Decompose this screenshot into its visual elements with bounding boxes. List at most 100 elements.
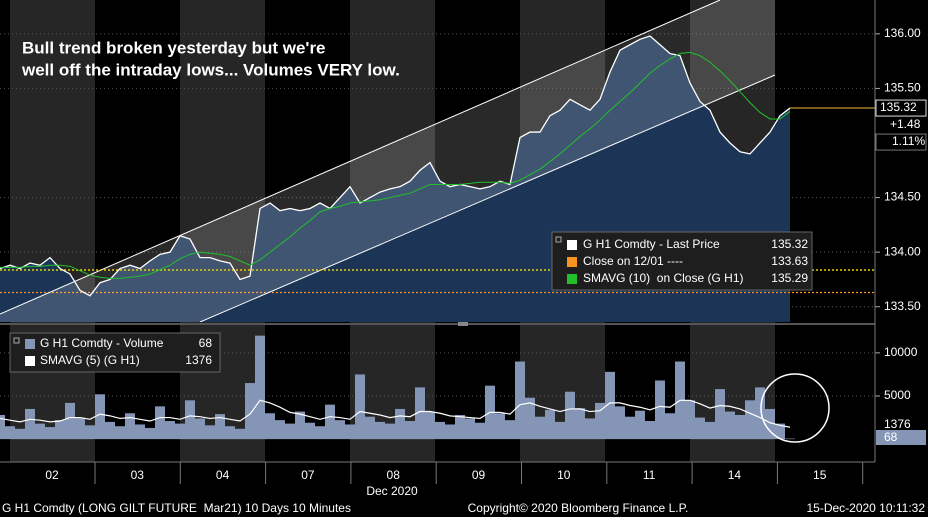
- x-tick-label: 03: [131, 468, 145, 482]
- volume-bar: [0, 414, 5, 440]
- legend-swatch: [567, 240, 577, 250]
- volume-last-label: 68: [884, 430, 898, 444]
- volume-bar: [165, 421, 175, 440]
- volume-bar: [405, 421, 415, 440]
- volume-bar: [475, 422, 485, 440]
- volume-bar: [705, 421, 715, 440]
- volume-last-box: [876, 430, 926, 445]
- volume-bar: [35, 423, 45, 440]
- volume-bar: [665, 413, 675, 440]
- volume-bar: [735, 414, 745, 440]
- sma-line: [0, 51, 791, 279]
- volume-bar: [535, 416, 545, 440]
- x-tick-label: 02: [45, 468, 59, 482]
- day-band: [10, 0, 95, 462]
- volume-bar: [265, 413, 275, 440]
- volume-bar: [65, 402, 75, 440]
- volume-bar: [565, 391, 575, 440]
- volume-bar: [5, 426, 15, 440]
- volume-bar: [25, 408, 35, 440]
- volume-bar: [515, 361, 525, 440]
- volume-bar: [205, 425, 215, 440]
- volume-bar: [335, 420, 345, 440]
- legend-value: 135.29: [771, 271, 808, 285]
- volume-bar: [615, 406, 625, 440]
- volume-bar: [415, 387, 425, 440]
- volume-bar: [195, 418, 205, 440]
- volume-bar: [715, 389, 725, 440]
- volume-bar: [455, 414, 465, 440]
- change-pct-label: 1.11%: [892, 134, 925, 148]
- x-tick-label: 09: [472, 468, 486, 482]
- volume-bar: [45, 427, 55, 440]
- volume-bar: [655, 380, 665, 440]
- y-tick-label: 133.50: [884, 299, 921, 313]
- volume-bar: [125, 413, 135, 440]
- volume-bar: [495, 413, 505, 440]
- volume-bar: [755, 387, 765, 440]
- y-tick-label: 5000: [884, 388, 911, 402]
- volume-bar: [155, 406, 165, 440]
- legend-label: G H1 Comdty - Volume: [40, 336, 164, 350]
- y-tick-label: 136.00: [884, 26, 921, 40]
- legend-swatch: [25, 356, 35, 366]
- channel-lower: [199, 74, 776, 322]
- x-tick-label: 10: [557, 468, 571, 482]
- volume-bar: [645, 421, 655, 440]
- volume-bar: [15, 428, 25, 440]
- volume-bar: [635, 410, 645, 440]
- legend-box: [9, 332, 221, 373]
- volume-bar: [625, 416, 635, 440]
- volume-bar: [785, 438, 795, 440]
- volume-bar: [725, 411, 735, 440]
- volume-bar: [85, 425, 95, 440]
- volume-sma-axis-label: 1376: [884, 417, 911, 431]
- volume-bar: [575, 408, 585, 440]
- volume-bar: [595, 402, 605, 440]
- volume-bar: [545, 409, 555, 440]
- legend-label: G H1 Comdty - Last Price: [583, 237, 720, 251]
- legend-label: SMAVG (10) on Close (G H1): [583, 271, 744, 285]
- footer-right: 15-Dec-2020 10:11:32: [806, 501, 925, 515]
- volume-bar: [75, 417, 85, 440]
- volume-bar: [605, 371, 615, 440]
- volume-bar: [465, 418, 475, 440]
- x-tick-label: 14: [728, 468, 742, 482]
- change-label: +1.48: [890, 117, 921, 131]
- legend-value: 68: [199, 336, 213, 350]
- x-tick-label: 07: [301, 468, 315, 482]
- volume-bar: [395, 408, 405, 440]
- annotation: Bull trend broken yesterday but we're: [22, 38, 326, 57]
- volume-bar: [315, 426, 325, 440]
- volume-bar: [345, 424, 355, 440]
- volume-bar: [685, 400, 695, 440]
- change-pct-box: [875, 133, 927, 151]
- volume-bar: [445, 424, 455, 440]
- volume-bar: [55, 420, 65, 440]
- x-axis-label: Dec 2020: [366, 484, 418, 498]
- y-tick-label: 134.00: [884, 244, 921, 258]
- divider-handle: [458, 322, 468, 326]
- legend-swatch: [567, 274, 577, 284]
- volume-bar: [385, 423, 395, 440]
- volume-bar: [245, 383, 255, 440]
- volume-bar: [295, 411, 305, 440]
- y-tick-label: 10000: [884, 345, 918, 359]
- x-tick-label: 11: [643, 468, 656, 482]
- volume-bar: [275, 420, 285, 440]
- volume-bar: [105, 421, 115, 440]
- volume-bar: [505, 420, 515, 440]
- volume-bar: [185, 400, 195, 440]
- legend-swatch: [25, 339, 35, 349]
- last-price-box: [875, 99, 927, 117]
- volume-bar: [765, 408, 775, 440]
- legend-label: Close on 12/01 ----: [583, 254, 683, 268]
- volume-bar: [425, 411, 435, 440]
- x-tick-label: 08: [387, 468, 401, 482]
- volume-bar: [375, 421, 385, 440]
- last-price-label: 135.32: [880, 100, 917, 114]
- legend-swatch: [567, 257, 577, 267]
- volume-sma-line: [0, 399, 791, 428]
- footer-left: G H1 Comdty (LONG GILT FUTURE Mar21) 10 …: [2, 501, 351, 515]
- volume-bar: [435, 421, 445, 440]
